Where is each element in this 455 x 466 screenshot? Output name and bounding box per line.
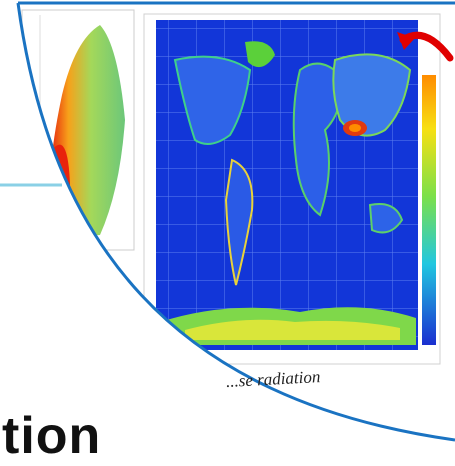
swath-figure — [21, 9, 135, 251]
world-radiation-map — [143, 13, 441, 365]
red-arrow-icon — [397, 32, 454, 62]
lens-frame — [16, 2, 455, 442]
color-scale-bar — [422, 75, 436, 345]
slide-title-fragment: tion — [2, 407, 102, 465]
